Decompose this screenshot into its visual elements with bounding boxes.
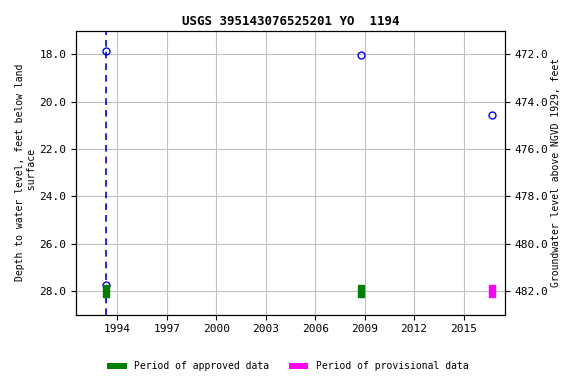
Y-axis label: Depth to water level, feet below land
 surface: Depth to water level, feet below land su… [15,64,37,281]
Bar [488,285,495,297]
Y-axis label: Groundwater level above NGVD 1929, feet: Groundwater level above NGVD 1929, feet [551,58,561,287]
Bar [358,285,364,297]
Legend: Period of approved data, Period of provisional data: Period of approved data, Period of provi… [103,358,473,375]
Bar [103,285,109,297]
Title: USGS 395143076525201 YO  1194: USGS 395143076525201 YO 1194 [181,15,399,28]
